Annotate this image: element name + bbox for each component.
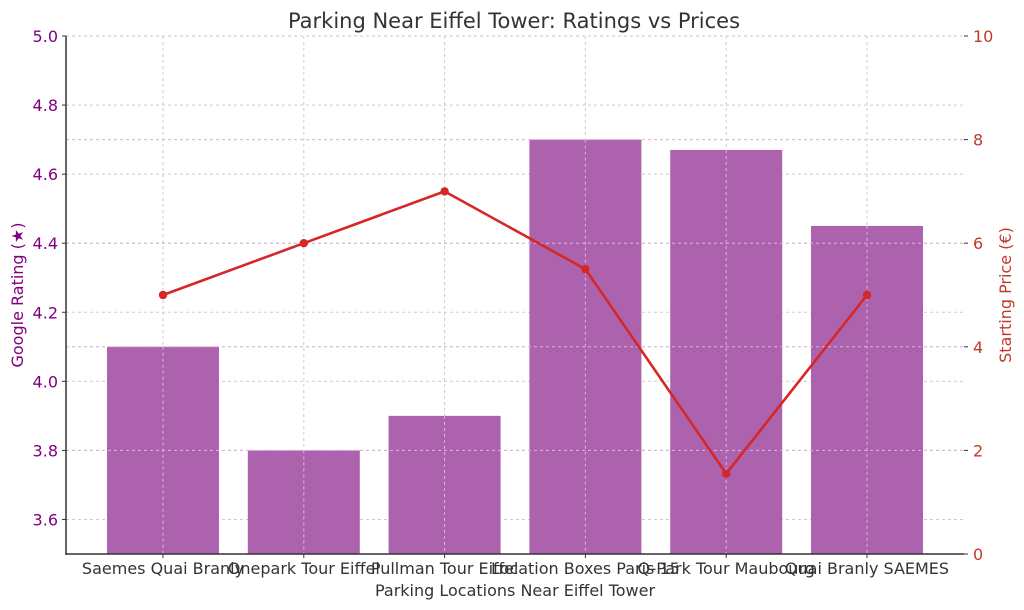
left-tick-label: 4.4 (33, 234, 58, 253)
left-tick-label: 4.2 (33, 303, 58, 322)
left-tick-label: 4.8 (33, 96, 58, 115)
price-point (581, 264, 590, 274)
right-tick-label: 10 (973, 27, 993, 46)
right-tick-label: 6 (973, 234, 983, 253)
right-tick-label: 4 (973, 338, 983, 357)
left-tick-label: 4.0 (33, 372, 58, 391)
price-point (158, 290, 168, 300)
left-axis-label: Google Rating (★) (8, 222, 27, 367)
rating-bar (247, 450, 360, 554)
left-tick-label: 3.6 (33, 510, 58, 529)
right-tick-label: 2 (973, 441, 983, 460)
x-tick-label: Saemes Quai Branly (82, 559, 244, 578)
price-line-path (162, 190, 869, 476)
x-tick-label: Quai Branly SAEMES (785, 559, 949, 578)
left-tick-label: 3.8 (33, 441, 58, 460)
x-axis-label: Parking Locations Near Eiffel Tower (375, 581, 656, 600)
price-point (440, 187, 449, 196)
axes: 3.6 3.8 4.0 4.2 4.4 4.6 4.8 5.0 0 2 4 6 8 10 Saemes Qu… (33, 27, 994, 578)
chart-title: Parking Near Eiffel Tower: Ratings vs Pr… (288, 9, 740, 33)
price-point (722, 469, 731, 478)
x-tick-label: Q-Park Tour Maubourg (637, 559, 814, 578)
x-tick-label: Location Boxes Paris 15 (491, 559, 680, 578)
x-tick-label: Pullman Tour Eiffel (371, 559, 519, 578)
price-line (158, 187, 872, 478)
price-point (862, 290, 872, 300)
right-tick-label: 0 (973, 545, 983, 564)
left-tick-label: 4.6 (33, 165, 58, 184)
right-tick-label: 8 (973, 131, 983, 150)
left-tick-label: 5.0 (33, 27, 58, 46)
right-axis-label: Starting Price (€) (996, 227, 1015, 363)
x-tick-label: Onepark Tour Eiffel (228, 559, 380, 578)
rating-bars (66, 35, 964, 555)
price-point (299, 239, 308, 248)
